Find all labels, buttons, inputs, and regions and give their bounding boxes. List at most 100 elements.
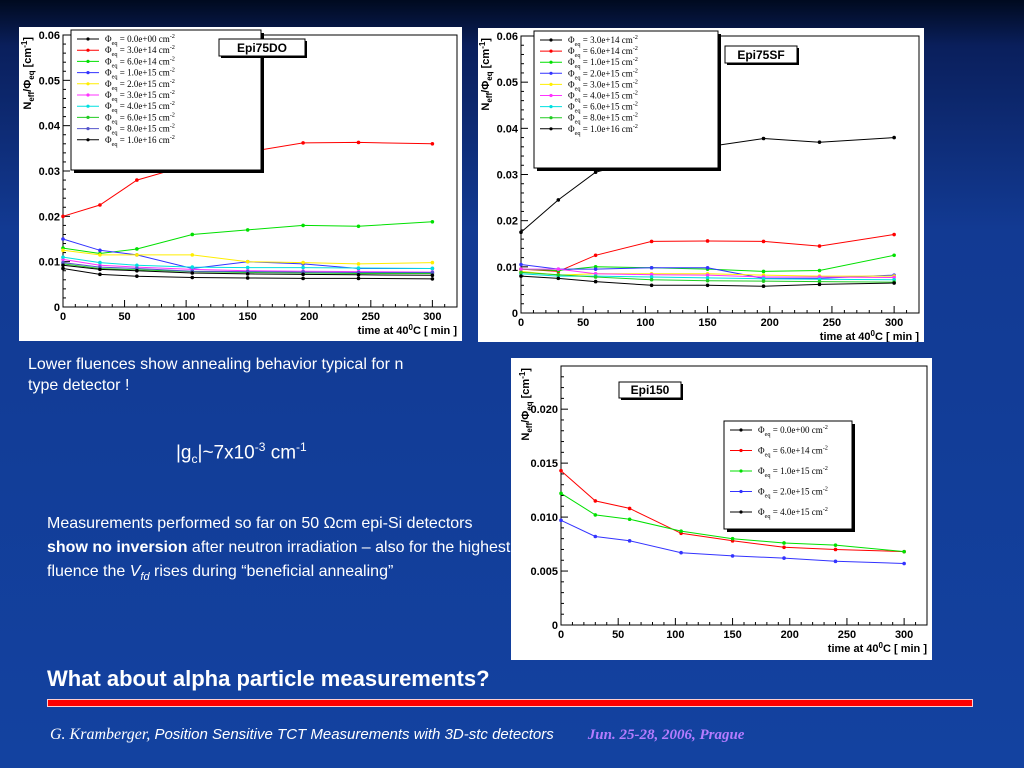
- x-tick-label: 150: [698, 317, 716, 329]
- y-tick-label: 0.020: [530, 404, 558, 416]
- legend-label-part: -2: [633, 78, 638, 85]
- legend-label-part: -2: [633, 101, 638, 108]
- legend-label-part: = 4.0e+15 cm: [771, 507, 823, 517]
- legend-label-part: -2: [170, 67, 175, 74]
- legend-label-part: Φ: [568, 102, 575, 112]
- legend-label-part: = 1.0e+15 cm: [581, 57, 633, 67]
- series-line: [62, 262, 433, 273]
- legend-label-part: = 1.0e+16 cm: [118, 135, 170, 145]
- x-tick-label: 300: [895, 629, 913, 641]
- legend-label: Φeq = 8.0e+15 cm-2: [568, 112, 638, 126]
- chart-title: Epi150: [631, 383, 670, 397]
- y-tick-label: 0.03: [497, 170, 518, 182]
- series-line: [62, 264, 433, 276]
- gc-subscript: c: [191, 452, 198, 467]
- data-point: [245, 276, 250, 280]
- legend-label-part: -2: [633, 112, 638, 119]
- legend-label-part: eq: [112, 96, 119, 103]
- data-point: [301, 265, 305, 270]
- data-point: [301, 276, 305, 281]
- data-point: [190, 275, 195, 280]
- data-point: [430, 266, 435, 271]
- legend-label: Φeq = 6.0e+14 cm-2: [105, 55, 175, 69]
- y-axis-label-part: ]: [480, 38, 492, 42]
- data-point: [559, 491, 563, 496]
- data-point: [430, 273, 435, 278]
- meas-emphasis: show no inversion: [47, 539, 188, 556]
- data-point: [61, 255, 65, 259]
- legend-label-part: eq: [112, 118, 119, 125]
- data-point: [245, 272, 250, 276]
- legend-marker: [86, 48, 90, 52]
- data-point: [892, 135, 896, 140]
- question-heading: What about alpha particle measurements?: [47, 666, 490, 691]
- legend-label-part: Φ: [105, 68, 112, 78]
- data-point: [833, 543, 838, 547]
- x-axis-label: time at 400C [ min ]: [820, 329, 920, 342]
- y-tick-label: 0.01: [497, 262, 518, 274]
- legend-label-part: -2: [633, 67, 638, 74]
- legend-label-part: = 3.0e+15 cm: [118, 90, 170, 100]
- legend-label-part: Φ: [568, 57, 575, 67]
- legend-label-part: Φ: [568, 68, 575, 78]
- legend-label-part: Φ: [105, 135, 112, 145]
- data-point: [245, 259, 250, 264]
- legend-label-part: eq: [575, 108, 582, 115]
- data-point: [556, 267, 561, 271]
- x-tick-label: 50: [612, 629, 624, 641]
- x-tick-label: 250: [823, 317, 841, 329]
- legend-label-part: eq: [765, 493, 772, 500]
- x-tick-label: 0: [60, 311, 66, 323]
- legend-label: Φeq = 3.0e+15 cm-2: [105, 89, 175, 103]
- x-tick-label: 250: [838, 629, 856, 641]
- legend-label-part: Φ: [758, 487, 765, 497]
- data-point: [649, 283, 654, 288]
- x-tick-label: 150: [239, 311, 257, 323]
- legend-marker: [739, 428, 743, 432]
- data-point: [98, 260, 102, 265]
- series-line: [62, 268, 433, 280]
- data-point: [519, 270, 523, 275]
- data-point: [705, 265, 710, 270]
- meas-part-1: Measurements performed so far on 50: [47, 515, 324, 532]
- data-point: [593, 170, 598, 174]
- x-axis-label-part: 0: [409, 323, 414, 332]
- data-point: [430, 270, 435, 275]
- legend-label-part: -2: [823, 486, 828, 493]
- x-tick-label: 250: [362, 311, 380, 323]
- legend-label: Φeq = 2.0e+15 cm-2: [568, 67, 638, 81]
- legend-label-part: Φ: [568, 46, 575, 56]
- data-point: [301, 223, 305, 228]
- series-line: [62, 249, 433, 265]
- data-point: [98, 253, 102, 257]
- legend-label: Φeq = 1.0e+16 cm-2: [105, 134, 175, 148]
- data-point: [593, 534, 598, 539]
- data-point: [135, 253, 139, 257]
- y-tick-label: 0.02: [497, 216, 518, 228]
- x-axis-label-part: time at 40: [358, 325, 409, 337]
- title-box: [724, 45, 798, 64]
- legend-label-part: = 3.0e+14 cm: [118, 45, 170, 55]
- x-axis-label-part: 0: [879, 641, 884, 650]
- legend-label-part: = 6.0e+14 cm: [771, 446, 823, 456]
- y-axis-label: Neff/Φeq [cm-1]: [518, 368, 534, 441]
- y-tick-label: 0.02: [39, 211, 60, 223]
- y-axis-label-part: eq: [27, 70, 36, 79]
- data-point: [61, 214, 65, 219]
- legend-label: Φeq = 1.0e+15 cm-2: [758, 465, 828, 479]
- legend-label-part: = 4.0e+15 cm: [118, 101, 170, 111]
- legend-label-part: Φ: [105, 34, 112, 44]
- x-tick-label: 0: [558, 629, 564, 641]
- x-tick-label: 0: [518, 317, 524, 329]
- chart-epi150-svg: 0 50 100 150 200 250 300 0 0.005 0.010 0.015 0.020 Φ…: [518, 365, 928, 655]
- legend-marker: [739, 489, 743, 494]
- legend-label: Φeq = 1.0e+15 cm-2: [105, 67, 175, 81]
- x-axis-label-part: 0: [871, 329, 876, 338]
- title-box: [618, 381, 682, 399]
- legend-label: Φeq = 6.0e+15 cm-2: [568, 101, 638, 115]
- legend-label-part: = 1.0e+15 cm: [771, 466, 823, 476]
- legend-label-part: = 6.0e+14 cm: [581, 46, 633, 56]
- y-tick-label: 0.015: [530, 458, 558, 470]
- legend-label-part: eq: [112, 40, 119, 47]
- legend-label: Φeq = 1.0e+15 cm-2: [568, 56, 638, 70]
